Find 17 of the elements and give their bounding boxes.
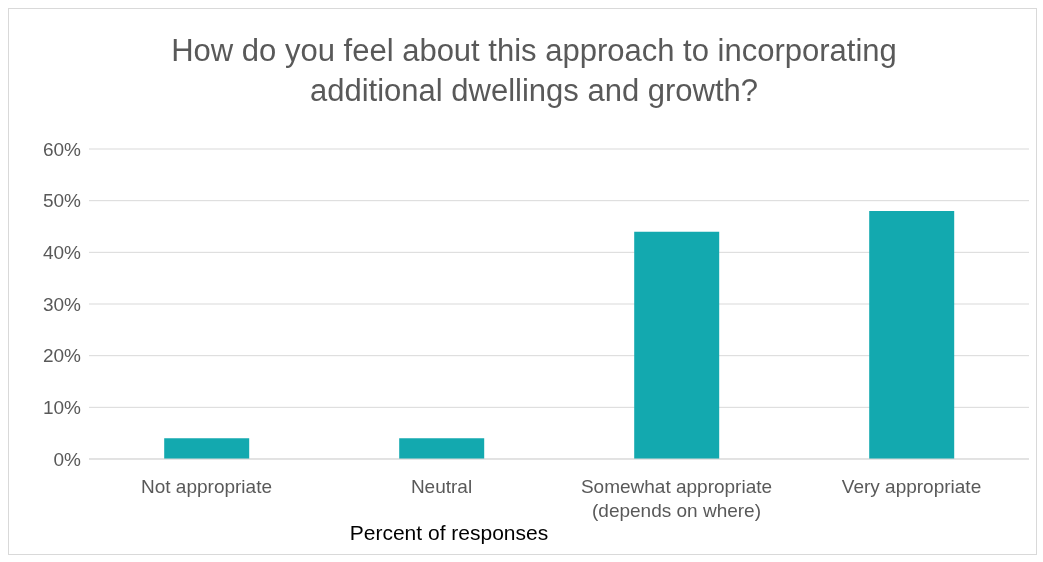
y-tick-label: 40%: [42, 242, 82, 264]
bar: [634, 231, 720, 459]
bar: [164, 438, 250, 459]
y-tick-label: 30%: [42, 293, 82, 315]
y-tick-label: 60%: [42, 138, 82, 160]
y-tick-label: 0%: [53, 448, 82, 470]
y-tick-label: 20%: [42, 345, 82, 367]
x-tick-label: Neutral: [410, 476, 473, 497]
x-axis-title: Percent of responses: [348, 521, 550, 545]
x-tick-label: Not appropriate: [141, 476, 272, 497]
chart-title: How do you feel about this approach to incorporating additional dwellings and growth?: [170, 32, 898, 110]
y-tick-label: 50%: [42, 190, 82, 212]
x-tick-label: Very appropriate: [841, 476, 982, 497]
x-tick-label: Somewhat appropriate (depends on where): [580, 476, 773, 521]
bar: [869, 211, 955, 459]
bar: [399, 438, 485, 459]
y-tick-label: 10%: [42, 397, 82, 419]
